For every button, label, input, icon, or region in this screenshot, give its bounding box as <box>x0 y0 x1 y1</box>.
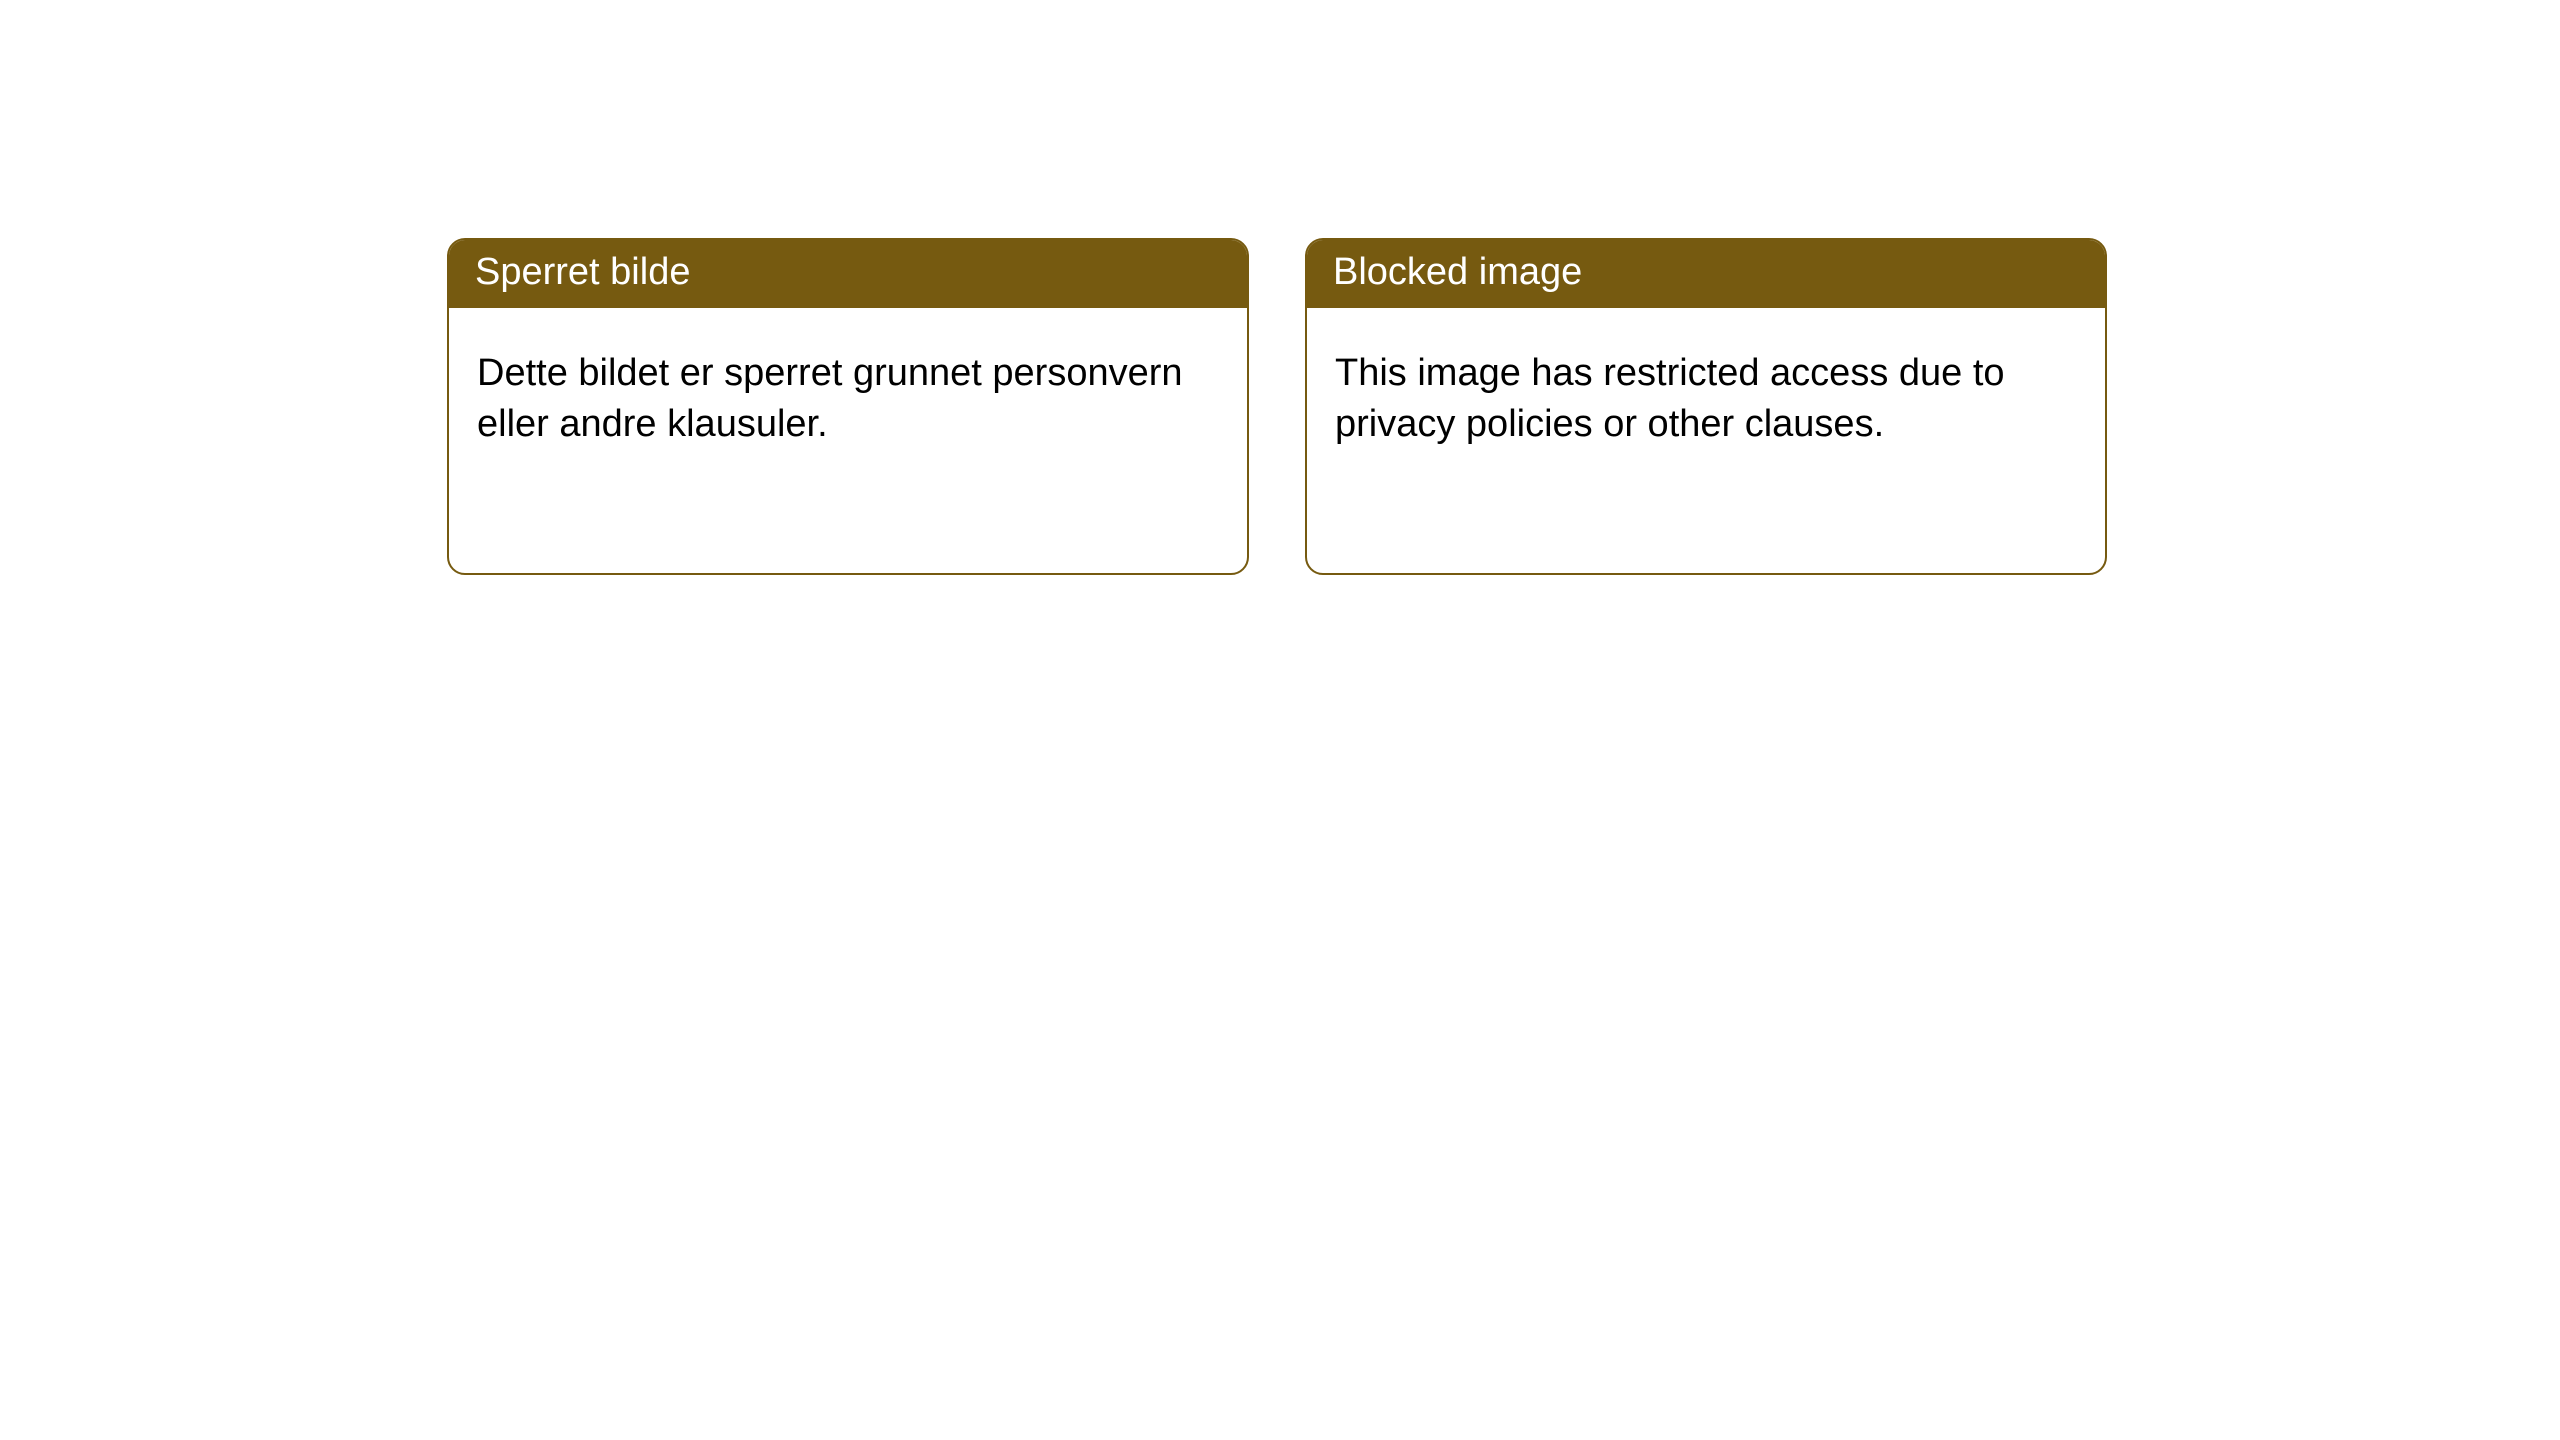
card-title: Blocked image <box>1307 240 2105 308</box>
card-body: This image has restricted access due to … <box>1307 308 2105 491</box>
blocked-image-card-en: Blocked image This image has restricted … <box>1305 238 2107 575</box>
blocked-image-card-no: Sperret bilde Dette bildet er sperret gr… <box>447 238 1249 575</box>
card-title: Sperret bilde <box>449 240 1247 308</box>
card-body: Dette bildet er sperret grunnet personve… <box>449 308 1247 491</box>
card-container: Sperret bilde Dette bildet er sperret gr… <box>0 0 2560 575</box>
